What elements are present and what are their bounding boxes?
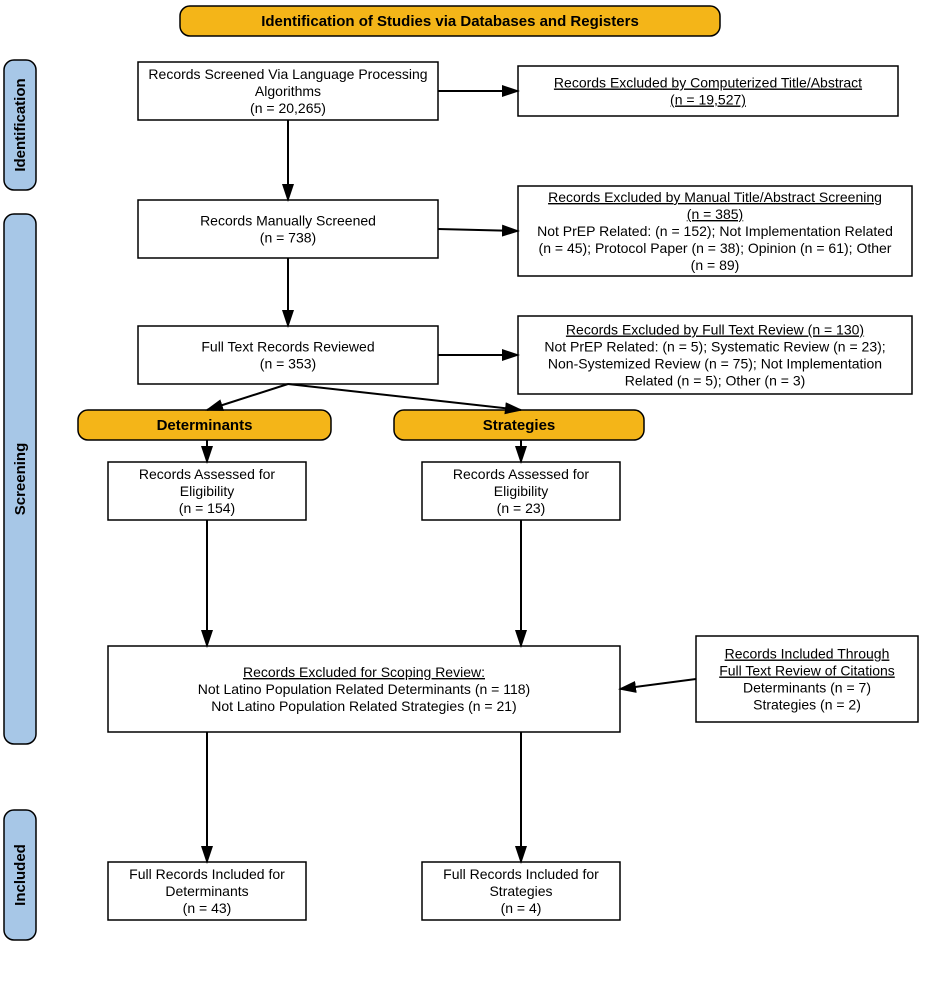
side-label-text-included: Included (12, 844, 29, 906)
node-text-excl: Records Excluded for Scoping Review:Not … (198, 664, 530, 714)
side-label-text-screening: Screening (12, 443, 29, 516)
arrow-11 (620, 679, 696, 689)
arrow-2 (438, 229, 518, 231)
side-label-text-identification: Identification (12, 78, 29, 171)
category-header-text-determinants: Determinants (157, 417, 253, 434)
arrow-6 (288, 384, 521, 410)
top-header-text: Identification of Studies via Databases … (261, 13, 639, 30)
arrow-5 (207, 384, 288, 410)
category-header-text-strategies: Strategies (483, 417, 556, 434)
